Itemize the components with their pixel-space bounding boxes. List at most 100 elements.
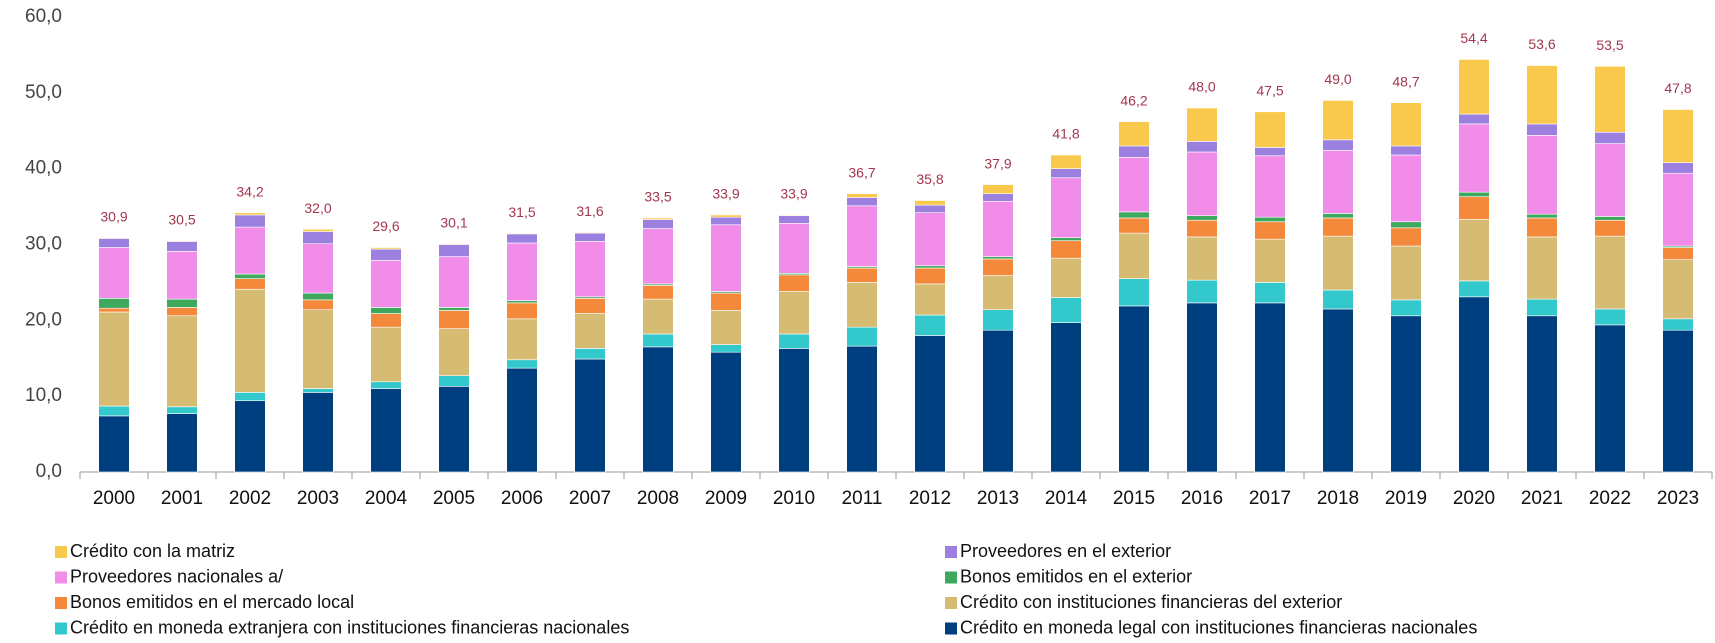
bar-segment	[1254, 147, 1286, 157]
bar-segment	[1322, 217, 1354, 237]
bar-segment	[710, 351, 742, 473]
bar-segment	[1594, 65, 1626, 133]
bar-segment	[1050, 257, 1082, 298]
bar-segment	[846, 197, 878, 207]
legend-label: Crédito en moneda extranjera con institu…	[70, 617, 629, 637]
bar-segment	[710, 224, 742, 292]
legend-swatch	[55, 622, 67, 635]
bar-segment	[982, 256, 1014, 260]
total-label: 53,6	[1528, 36, 1555, 52]
x-tick-label: 2021	[1521, 488, 1563, 509]
total-label: 30,5	[168, 211, 195, 227]
bar-segment	[506, 367, 538, 473]
bar-segment	[1186, 219, 1218, 238]
total-label: 31,5	[508, 204, 535, 220]
bar-segment	[1254, 221, 1286, 240]
bar-segment	[1662, 259, 1694, 320]
legend-label: Bonos emitidos en el exterior	[960, 566, 1192, 586]
bar-segment	[98, 237, 130, 239]
bar-segment	[98, 238, 130, 248]
x-tick-label: 2013	[977, 488, 1019, 509]
legend-swatch	[55, 571, 67, 584]
x-tick-label: 2001	[161, 488, 203, 509]
bar-segment	[642, 333, 674, 348]
bar-segment	[1050, 154, 1082, 169]
bar-segment	[1322, 289, 1354, 310]
bar-segment	[234, 214, 266, 228]
legend-label: Bonos emitidos en el mercado local	[70, 592, 354, 612]
bar-segment	[982, 309, 1014, 331]
total-label: 48,0	[1188, 79, 1215, 95]
bar-segment	[370, 388, 402, 473]
bar-segment	[982, 275, 1014, 311]
y-tick-label: 10,0	[25, 385, 62, 406]
bar-segment	[1186, 141, 1218, 153]
y-tick-label: 20,0	[25, 309, 62, 330]
bar-segment	[438, 386, 470, 473]
bar-segment	[1594, 308, 1626, 326]
bar-segment	[710, 310, 742, 345]
bar-segment	[506, 232, 538, 235]
bar-segment	[778, 333, 810, 349]
legend-swatch	[55, 597, 67, 609]
total-label: 35,8	[916, 171, 943, 187]
x-tick-label: 2017	[1249, 488, 1291, 509]
x-tick-label: 2012	[909, 488, 951, 509]
bar-segment	[1390, 154, 1422, 223]
total-label: 33,9	[780, 186, 807, 202]
bar-segment	[1322, 308, 1354, 473]
bar-segment	[778, 215, 810, 224]
bar-segment	[846, 193, 878, 198]
bar-segment	[1662, 109, 1694, 163]
bar-segment	[642, 217, 674, 220]
bar-segment	[370, 307, 402, 314]
bar-segment	[1458, 113, 1490, 125]
bar-segment	[166, 251, 198, 300]
bar-segment	[1458, 219, 1490, 282]
bar-segment	[1594, 219, 1626, 237]
bar-segment	[914, 200, 946, 206]
bar-segment	[574, 241, 606, 298]
x-tick-label: 2000	[93, 488, 135, 509]
bar-segment	[438, 307, 470, 311]
total-label: 48,7	[1392, 73, 1419, 89]
bar-segment	[1526, 135, 1558, 215]
bar-segment	[166, 298, 198, 308]
bar-segment	[642, 219, 674, 229]
total-label: 53,5	[1596, 37, 1623, 53]
bar-segment	[914, 265, 946, 269]
bar-segment	[1254, 282, 1286, 304]
bar-segment	[642, 228, 674, 285]
bar-segment	[1118, 278, 1150, 307]
bar-segment	[982, 184, 1014, 194]
bar-segment	[778, 222, 810, 274]
total-label: 34,2	[236, 183, 263, 199]
total-label: 47,8	[1664, 80, 1691, 96]
x-tick-label: 2014	[1045, 488, 1088, 509]
bar-segment	[710, 214, 742, 218]
bar-segment	[234, 278, 266, 290]
legend-label: Crédito en moneda legal con institucione…	[960, 617, 1477, 637]
bar-segment	[438, 256, 470, 308]
bar-segment	[234, 273, 266, 279]
bar-segment	[1050, 168, 1082, 179]
bar-segment	[506, 359, 538, 369]
bar-segment	[1526, 65, 1558, 125]
bar-segment	[98, 405, 130, 417]
bar-segment	[846, 267, 878, 283]
bar-segment	[574, 232, 606, 234]
bar-segment	[234, 400, 266, 473]
bar-segment	[846, 282, 878, 328]
legend-swatch	[945, 622, 957, 635]
bar-segment	[1594, 235, 1626, 310]
bar-segment	[302, 388, 334, 393]
bar-segment	[1662, 329, 1694, 473]
bar-segment	[370, 326, 402, 383]
bar-segment	[710, 344, 742, 353]
bar-segment	[370, 247, 402, 250]
bar-segment	[1594, 143, 1626, 217]
bar-segment	[1322, 235, 1354, 291]
bar-segment	[574, 348, 606, 360]
bar-segment	[1662, 247, 1694, 260]
bar-segment	[438, 244, 470, 257]
